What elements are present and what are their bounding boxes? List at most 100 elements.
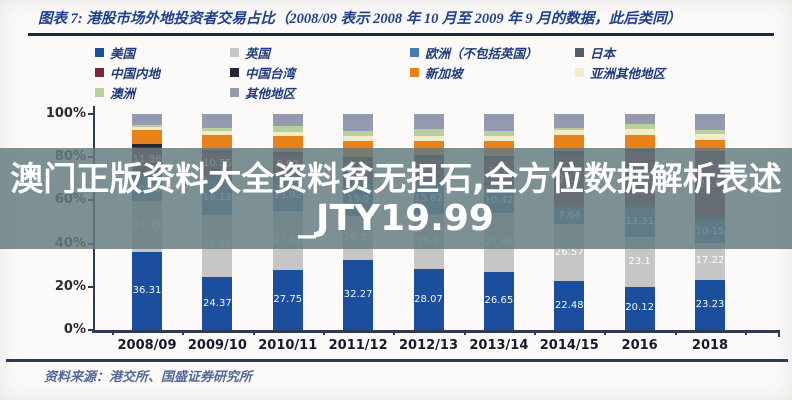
legend-label: 中国台湾 xyxy=(245,66,296,81)
bar-segment xyxy=(132,144,162,148)
bar-segment xyxy=(272,125,303,132)
bar-segment xyxy=(483,114,514,131)
bar-segment xyxy=(132,127,162,131)
bar-segment-value-label: 23.1 xyxy=(628,255,651,267)
x-axis-line xyxy=(92,330,780,333)
legend-item: 日本 xyxy=(575,44,616,61)
bar-segment xyxy=(554,114,585,129)
bar-segment xyxy=(483,130,514,136)
bar-segment-value-label: 20.12 xyxy=(625,302,654,314)
bar-segment-value-label: 17.22 xyxy=(695,255,725,267)
x-axis-tick xyxy=(322,330,325,335)
bar-segment xyxy=(695,139,725,151)
x-axis-tick xyxy=(252,330,255,335)
y-axis-tick xyxy=(88,285,94,288)
y-axis-tick xyxy=(88,329,94,331)
bar-segment-value-label: 23.23 xyxy=(695,298,725,310)
bar-segment: 24.37 xyxy=(202,277,233,330)
watermark-text-line2: _JTY19.99 xyxy=(298,197,494,239)
x-axis-tick xyxy=(674,330,677,335)
legend-label: 新加坡 xyxy=(425,66,463,81)
x-axis-tick xyxy=(534,330,537,335)
bar-segment xyxy=(202,114,233,128)
x-axis-tick xyxy=(745,330,748,335)
x-axis-category-label: 2016 xyxy=(621,338,658,353)
legend-label: 澳洲 xyxy=(110,86,136,101)
bar-segment xyxy=(554,135,585,151)
legend-swatch-icon xyxy=(95,47,104,57)
legend-item: 英国 xyxy=(230,44,271,61)
y-axis-tick-label: 100% xyxy=(45,106,86,121)
bar-segment: 28.07 xyxy=(413,269,444,330)
bar-segment-value-label: 26.57 xyxy=(554,246,584,258)
watermark-overlay: 澳门正版资料大全资料贫无担石,全方位数据解析表述 _JTY19.99 xyxy=(0,148,792,249)
legend-label: 亚洲其他地区 xyxy=(590,66,666,81)
x-axis-tick xyxy=(111,330,114,335)
bar-segment xyxy=(624,113,655,124)
bar-segment xyxy=(272,114,303,126)
bar-segment-value-label: 27.75 xyxy=(273,294,303,306)
bar-segment: 32.27 xyxy=(343,260,374,330)
legend-swatch-icon xyxy=(230,47,239,57)
title-divider-rule xyxy=(28,33,774,36)
legend-label: 欧洲（不包括英国） xyxy=(425,46,538,61)
x-axis-category-label: 2011/12 xyxy=(328,338,388,353)
watermark-text-line1: 澳门正版资料大全资料贫无担石,全方位数据解析表述 xyxy=(10,158,782,198)
legend-item: 新加坡 xyxy=(410,64,463,81)
legend-label: 英国 xyxy=(245,46,271,61)
bar-segment-value-label: 28.07 xyxy=(414,293,443,305)
x-axis-tick xyxy=(604,330,607,335)
legend-item: 亚洲其他地区 xyxy=(575,64,666,81)
legend-swatch-icon xyxy=(95,87,104,97)
figure-title: 图表 7: 港股市场外地投资者交易占比（2008/09 表示 2008 年 10… xyxy=(38,11,682,27)
x-axis-category-label: 2008/09 xyxy=(117,338,177,353)
legend-item: 欧洲（不包括英国） xyxy=(410,44,538,61)
legend-item: 中国台湾 xyxy=(230,64,296,81)
bar-segment xyxy=(554,130,585,136)
bar-segment: 23.23 xyxy=(695,279,725,330)
x-axis-category-label: 2013/14 xyxy=(469,338,529,353)
bar-segment xyxy=(202,130,233,135)
legend-label: 美国 xyxy=(110,46,136,61)
bar-segment xyxy=(272,131,303,136)
bar-segment xyxy=(624,123,655,129)
y-axis-tick-label: 0% xyxy=(63,322,86,337)
bar-segment xyxy=(343,131,374,137)
y-axis-tick-label: 20% xyxy=(54,278,86,294)
bar-segment: 22.48 xyxy=(554,281,585,330)
bar-segment xyxy=(132,130,162,145)
x-axis-category-label: 2012/13 xyxy=(398,338,459,353)
x-axis-tick xyxy=(463,330,466,335)
x-axis-end-tick xyxy=(778,330,780,337)
legend-swatch-icon xyxy=(230,87,239,97)
bar-segment xyxy=(343,136,374,142)
y-axis-tick xyxy=(88,113,94,115)
legend-swatch-icon xyxy=(95,67,104,77)
x-axis-category-label: 2009/10 xyxy=(187,338,247,353)
legend-item: 美国 xyxy=(95,44,136,61)
legend-swatch-icon xyxy=(410,47,419,57)
x-axis-category-label: 2018 xyxy=(691,338,729,353)
x-axis-category-label: 2010/11 xyxy=(258,338,318,353)
bar-segment xyxy=(554,128,585,131)
source-note: 资料来源：港交所、国盛证券研究所 xyxy=(44,369,253,384)
legend-item: 中国内地 xyxy=(95,64,160,81)
legend-swatch-icon xyxy=(575,67,584,77)
legend-label: 日本 xyxy=(590,46,616,61)
bar-segment-value-label: 26.65 xyxy=(484,295,514,307)
bar-segment-value-label: 24.37 xyxy=(203,297,232,309)
bar-segment-value-label: 36.31 xyxy=(132,284,162,296)
bar-segment xyxy=(413,135,444,141)
bar-segment-value-label: 22.48 xyxy=(554,299,584,311)
bar-segment-value-label: 32.27 xyxy=(343,289,373,301)
bar-segment xyxy=(413,114,444,130)
bar-segment xyxy=(343,114,374,132)
bar-segment xyxy=(272,136,303,152)
bar-segment: 27.75 xyxy=(272,270,303,330)
bar-segment xyxy=(624,134,655,149)
bar-segment xyxy=(413,129,444,136)
bar-segment xyxy=(202,134,233,150)
legend-item: 其他地区 xyxy=(230,84,295,101)
chart-legend: 美国 英国 欧洲（不包括英国） 日本中国内地 中国台湾 新加坡 亚洲其他地区澳洲 其他地区 xyxy=(0,42,792,104)
